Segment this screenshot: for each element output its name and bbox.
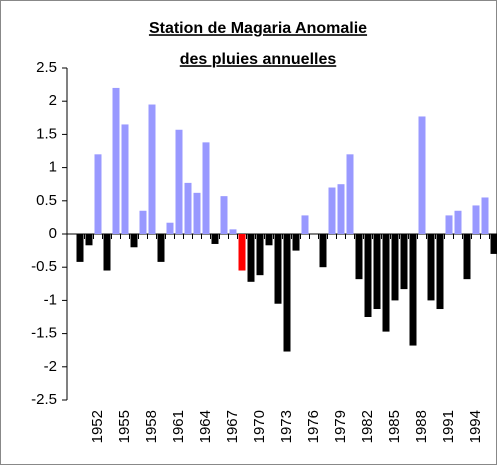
bar <box>247 234 255 282</box>
x-tick-label: 1985 <box>386 410 403 443</box>
bar <box>490 234 497 254</box>
bar <box>103 234 111 271</box>
bar <box>85 234 93 246</box>
bar <box>157 234 165 262</box>
chart-title: Station de Magaria Anomalie <box>149 20 367 37</box>
bar <box>139 210 147 234</box>
bar <box>265 234 273 246</box>
x-tick-label: 1952 <box>89 410 106 443</box>
bar <box>472 205 480 234</box>
bar <box>301 215 309 234</box>
y-tick-label: -2 <box>44 358 57 375</box>
y-tick-label: -1.5 <box>31 325 57 342</box>
x-tick-label: 1979 <box>332 410 349 443</box>
bar <box>328 187 336 234</box>
x-tick-label: 1988 <box>413 410 430 443</box>
bar <box>166 222 174 234</box>
bar <box>292 234 300 251</box>
x-tick-label: 1967 <box>224 410 241 443</box>
bar <box>121 124 129 234</box>
bar <box>481 197 489 234</box>
bar <box>418 116 426 234</box>
y-tick-label: -2.5 <box>31 391 57 408</box>
bar <box>391 234 399 301</box>
bar <box>409 234 417 346</box>
y-tick-label: -0.5 <box>31 258 57 275</box>
x-tick-label: 1955 <box>116 410 133 443</box>
bar <box>319 234 327 268</box>
y-tick-label: 0.5 <box>36 192 57 209</box>
bar <box>337 184 345 234</box>
bar <box>184 182 192 234</box>
bar <box>436 234 444 310</box>
x-tick-label: 1964 <box>197 410 214 443</box>
y-tick-label: 2.5 <box>36 59 57 76</box>
bar <box>427 234 435 301</box>
bar <box>76 234 84 262</box>
bar <box>211 234 219 244</box>
y-tick-label: -1 <box>44 291 57 308</box>
bar <box>193 192 201 234</box>
bar <box>382 234 390 332</box>
bar <box>175 129 183 234</box>
x-tick-label: 1961 <box>170 410 187 443</box>
bar <box>238 234 246 271</box>
y-tick-label: 1 <box>49 159 57 176</box>
bar <box>373 234 381 310</box>
y-tick-label: 0 <box>49 225 57 242</box>
bar <box>112 87 120 234</box>
bar <box>463 234 471 280</box>
x-tick-label: 1958 <box>143 410 160 443</box>
y-tick-label: 2 <box>49 92 57 109</box>
y-tick-label: 1.5 <box>36 125 57 142</box>
x-tick-label: 1994 <box>467 410 484 443</box>
bar <box>148 104 156 235</box>
x-tick-label: 1982 <box>359 410 376 443</box>
bar <box>274 234 282 304</box>
bar <box>364 234 372 317</box>
chart-title: des pluies annuelles <box>180 51 337 68</box>
bar <box>355 234 363 280</box>
x-tick-label: 1973 <box>278 410 295 443</box>
bar <box>202 142 210 234</box>
x-tick-label: 1991 <box>440 410 457 443</box>
bar <box>346 154 354 234</box>
bar <box>130 234 138 248</box>
bar <box>454 210 462 234</box>
bar <box>283 234 291 352</box>
bar <box>256 234 264 276</box>
x-tick-label: 1976 <box>305 410 322 443</box>
bar <box>94 154 102 234</box>
x-tick-label: 1970 <box>251 410 268 443</box>
bar <box>445 215 453 234</box>
bar <box>220 196 228 234</box>
bar <box>229 229 237 234</box>
bar <box>400 234 408 290</box>
